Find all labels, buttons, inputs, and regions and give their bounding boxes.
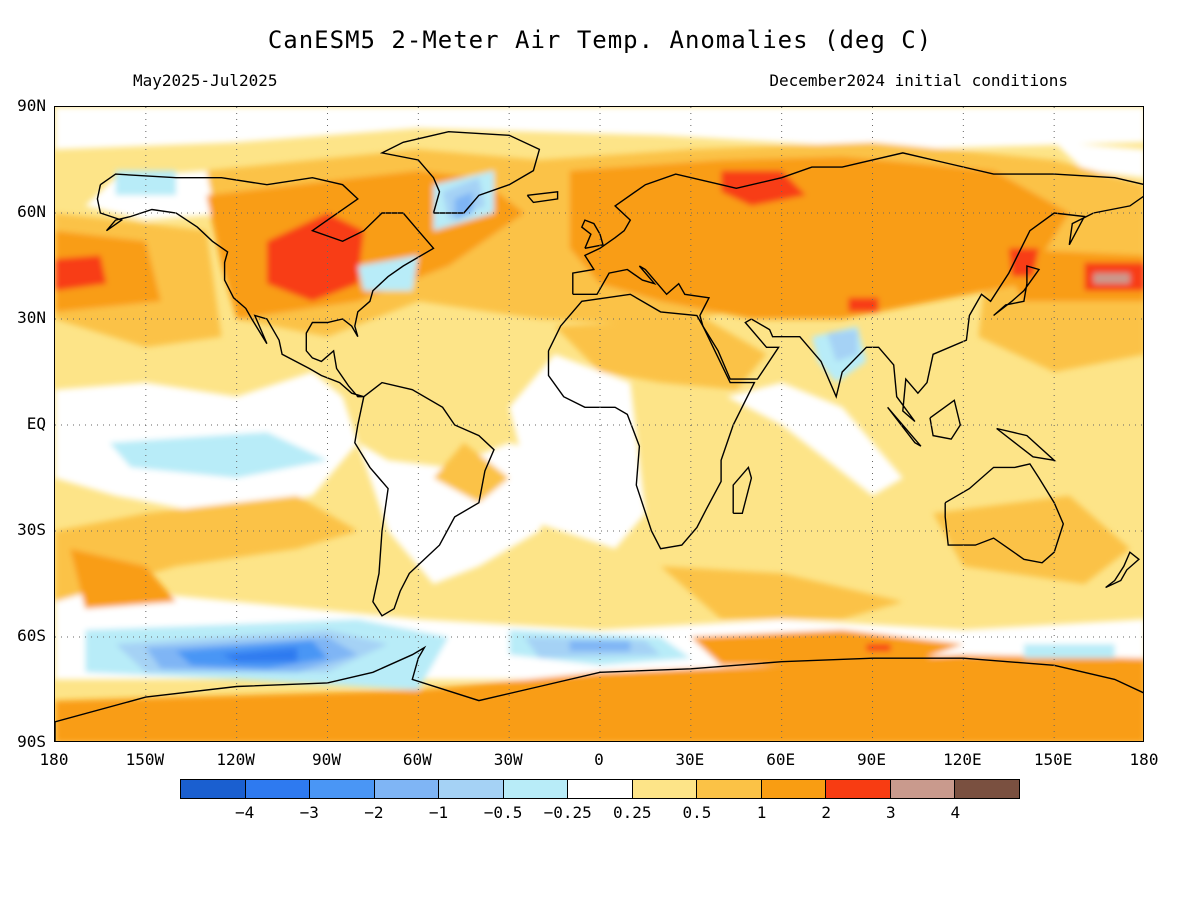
anomaly-region bbox=[1054, 142, 1143, 178]
initial-conditions: December2024 initial conditions bbox=[769, 71, 1068, 90]
colorbar-label: 4 bbox=[950, 803, 961, 822]
anomaly-region bbox=[721, 170, 806, 206]
colorbar-label: 0.25 bbox=[613, 803, 652, 822]
lon-tick-label: 60E bbox=[766, 750, 796, 769]
anomaly-region bbox=[866, 644, 891, 652]
anomaly-region bbox=[55, 230, 161, 312]
lon-tick-label: 150W bbox=[125, 750, 165, 769]
lat-tick-label: EQ bbox=[26, 414, 46, 433]
colorbar bbox=[180, 779, 1020, 799]
anomaly-region bbox=[690, 629, 964, 666]
colorbar-swatch bbox=[181, 780, 246, 798]
lon-tick-label: 30E bbox=[675, 750, 705, 769]
map-title: CanESM5 2-Meter Air Temp. Anomalies (deg… bbox=[267, 26, 933, 54]
coastline bbox=[1105, 551, 1140, 589]
anomaly-region bbox=[660, 566, 903, 620]
colorbar-swatch bbox=[955, 780, 1019, 798]
coastline bbox=[379, 130, 541, 214]
forecast-period: May2025-Jul2025 bbox=[133, 71, 278, 90]
anomaly-region bbox=[727, 382, 903, 496]
lat-tick-label: 90S bbox=[17, 732, 46, 751]
coastline bbox=[580, 219, 604, 249]
colorbar-label: −4 bbox=[234, 803, 255, 822]
anomaly-region bbox=[554, 319, 767, 390]
anomaly-region bbox=[827, 329, 858, 362]
lat-tick-label: 60N bbox=[17, 202, 46, 221]
colorbar-swatch bbox=[503, 780, 569, 798]
colorbar-label: 3 bbox=[885, 803, 896, 822]
colorbar-label: 1 bbox=[756, 803, 767, 822]
colorbar-swatch bbox=[890, 780, 956, 798]
coastline bbox=[732, 465, 753, 514]
anomaly-region bbox=[70, 548, 177, 609]
lat-tick-label: 60S bbox=[17, 626, 46, 645]
anomaly-map bbox=[55, 107, 1143, 741]
colorbar-label: 2 bbox=[821, 803, 831, 822]
colorbar-swatch bbox=[374, 780, 440, 798]
colorbar-swatch bbox=[439, 780, 504, 798]
colorbar-label: −0.5 bbox=[483, 803, 523, 822]
map-frame bbox=[54, 106, 1144, 742]
lon-tick-label: 180 bbox=[1129, 750, 1159, 769]
colorbar-swatch bbox=[697, 780, 762, 798]
colorbar-swatch bbox=[568, 780, 633, 798]
lon-tick-label: 0 bbox=[594, 750, 604, 769]
anomaly-region bbox=[933, 495, 1130, 584]
anomaly-region bbox=[1023, 644, 1115, 659]
lon-tick-label: 60W bbox=[402, 750, 432, 769]
lon-tick-label: 90W bbox=[312, 750, 341, 769]
anomaly-region bbox=[1093, 273, 1130, 284]
colorbar-label: −0.25 bbox=[543, 803, 592, 822]
coastline bbox=[55, 645, 1143, 741]
anomaly-region bbox=[569, 640, 631, 652]
lon-tick-label: 90E bbox=[857, 750, 886, 769]
anomaly-region bbox=[357, 255, 419, 291]
coastline bbox=[354, 381, 495, 617]
colorbar-swatch bbox=[826, 780, 891, 798]
coastline bbox=[547, 293, 756, 550]
coastline bbox=[929, 399, 962, 440]
lon-tick-label: 120W bbox=[216, 750, 255, 769]
coastline bbox=[526, 191, 559, 204]
anomaly-region bbox=[221, 647, 298, 662]
colorbar-label: −1 bbox=[428, 803, 449, 822]
lat-tick-label: 30N bbox=[17, 308, 46, 327]
anomaly-region bbox=[55, 107, 1143, 150]
coastline bbox=[944, 463, 1065, 564]
coastline bbox=[96, 173, 435, 398]
anomaly-region bbox=[1008, 248, 1039, 277]
colorbar-label: −3 bbox=[299, 803, 319, 822]
anomaly-region bbox=[55, 255, 107, 291]
coastline bbox=[572, 152, 1143, 423]
colorbar-swatch bbox=[245, 780, 311, 798]
colorbar-swatch bbox=[761, 780, 827, 798]
lon-tick-label: 120E bbox=[943, 750, 982, 769]
colorbar-label: 0.5 bbox=[682, 803, 712, 822]
anomaly-region bbox=[433, 442, 510, 503]
lon-tick-label: 150E bbox=[1033, 750, 1073, 769]
anomaly-region bbox=[266, 213, 364, 302]
anomaly-region bbox=[509, 354, 646, 549]
lat-tick-label: 30S bbox=[17, 520, 46, 539]
colorbar-swatch bbox=[632, 780, 698, 798]
coastline bbox=[887, 406, 922, 447]
coastline bbox=[996, 427, 1057, 462]
anomaly-region bbox=[109, 432, 328, 478]
anomaly-region bbox=[357, 442, 570, 584]
colorbar-swatch bbox=[310, 780, 375, 798]
coastline bbox=[993, 265, 1041, 317]
anomaly-region bbox=[848, 297, 879, 312]
anomaly-region bbox=[569, 156, 1070, 319]
lon-tick-label: 180 bbox=[39, 750, 69, 769]
lat-tick-label: 90N bbox=[17, 96, 46, 115]
colorbar-label: −2 bbox=[364, 803, 384, 822]
lon-tick-label: 30W bbox=[493, 750, 523, 769]
